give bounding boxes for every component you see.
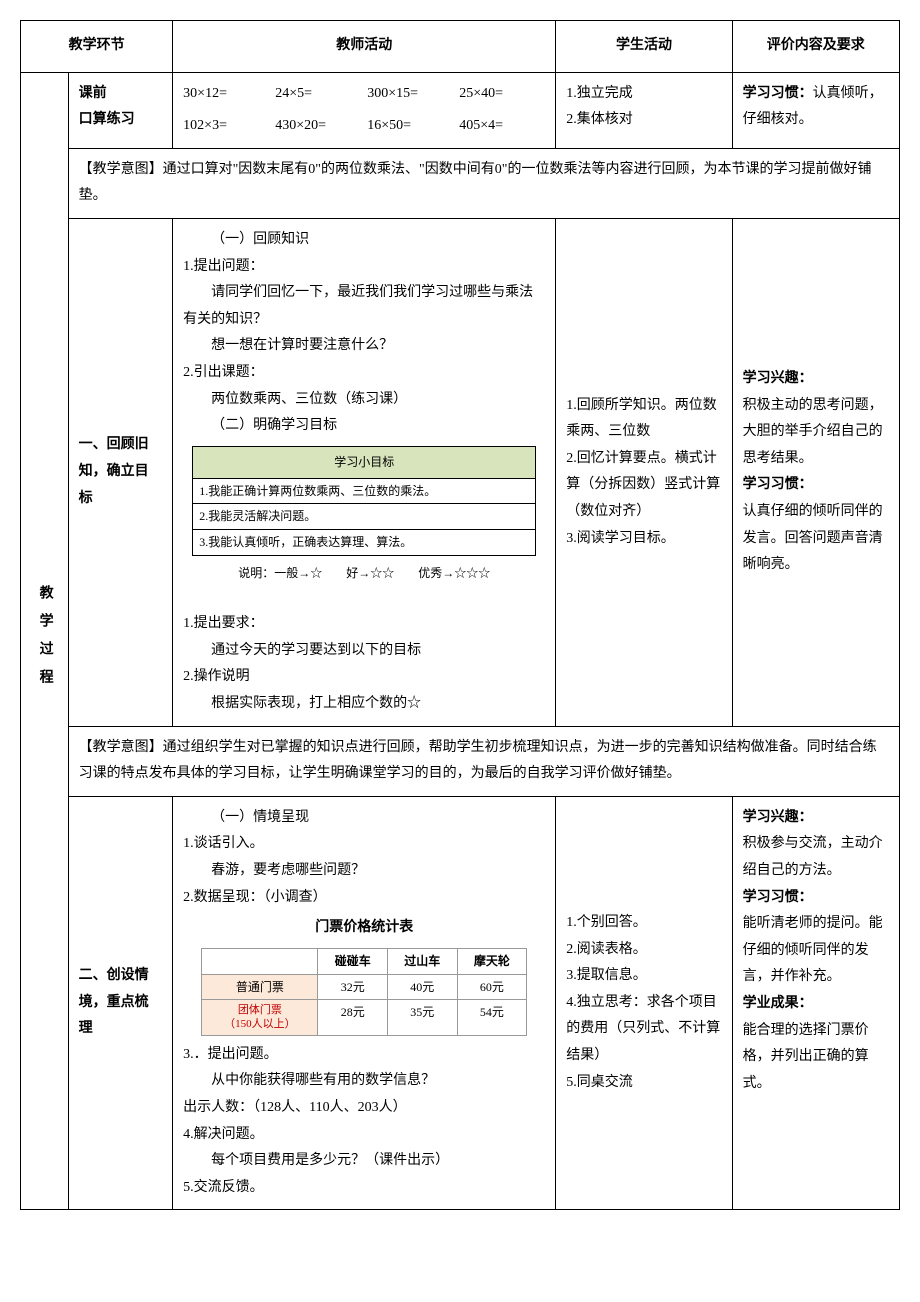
eq: 430×20=	[275, 113, 361, 140]
section1-eval: 学习兴趣： 积极主动的思考问题，大胆的举手介绍自己的思考结果。 学习习惯： 认真…	[732, 218, 899, 726]
section1-phase: 一、回顾旧知，确立目标	[68, 218, 173, 726]
header-row: 教学环节 教师活动 学生活动 评价内容及要求	[21, 21, 900, 73]
section1-teacher: （一）回顾知识 1.提出问题： 请同学们回忆一下，最近我们我们学习过哪些与乘法有…	[173, 218, 556, 726]
preclass-teacher: 30×12= 24×5= 300×15= 25×40= 102×3= 430×2…	[173, 72, 556, 148]
eq: 24×5=	[275, 81, 361, 108]
preclass-student: 1.独立完成 2.集体核对	[556, 72, 732, 148]
goal-table: 学习小目标 1.我能正确计算两位数乘两、三位数的乘法。 2.我能灵活解决问题。 …	[192, 446, 536, 556]
header-student: 学生活动	[556, 21, 732, 73]
eq: 405×4=	[459, 113, 545, 140]
price-table: 碰碰车 过山车 摩天轮 普通门票 32元 40元 60元 团体门票 （150人以…	[201, 948, 527, 1036]
section2-student: 1.个别回答。 2.阅读表格。 3.提取信息。 4.独立思考：求各个项目的费用（…	[556, 796, 732, 1210]
eq: 102×3=	[183, 113, 269, 140]
eq: 300×15=	[367, 81, 453, 108]
eq: 25×40=	[459, 81, 545, 108]
eq: 30×12=	[183, 81, 269, 108]
intent1-row: 【教学意图】通过口算对"因数末尾有0"的两位数乘法、"因数中间有0"的一位数乘法…	[21, 148, 900, 218]
header-eval: 评价内容及要求	[732, 21, 899, 73]
header-teacher: 教师活动	[173, 21, 556, 73]
side-label: 教学过程	[21, 72, 69, 1210]
section2-row: 二、创设情境，重点梳理 （一）情境呈现 1.谈话引入。 春游，要考虑哪些问题？ …	[21, 796, 900, 1210]
intent1: 【教学意图】通过口算对"因数末尾有0"的两位数乘法、"因数中间有0"的一位数乘法…	[68, 148, 899, 218]
section2-teacher: （一）情境呈现 1.谈话引入。 春游，要考虑哪些问题？ 2.数据呈现：（小调查）…	[173, 796, 556, 1210]
eq: 16×50=	[367, 113, 453, 140]
section2-eval: 学习兴趣： 积极参与交流，主动介绍自己的方法。 学习习惯： 能听清老师的提问。能…	[732, 796, 899, 1210]
section1-student: 1.回顾所学知识。两位数乘两、三位数 2.回忆计算要点。横式计算（分拆因数）竖式…	[556, 218, 732, 726]
section2-phase: 二、创设情境，重点梳理	[68, 796, 173, 1210]
price-title: 门票价格统计表	[183, 915, 545, 942]
star-note: 说明：一般→☆ 好→☆☆ 优秀→☆☆☆	[183, 562, 545, 585]
preclass-phase: 课前 口算练习	[68, 72, 173, 148]
equation-grid: 30×12= 24×5= 300×15= 25×40= 102×3= 430×2…	[183, 81, 545, 140]
section1-row: 一、回顾旧知，确立目标 （一）回顾知识 1.提出问题： 请同学们回忆一下，最近我…	[21, 218, 900, 726]
preclass-row: 教学过程 课前 口算练习 30×12= 24×5= 300×15= 25×40=…	[21, 72, 900, 148]
lesson-plan-table: 教学环节 教师活动 学生活动 评价内容及要求 教学过程 课前 口算练习 30×1…	[20, 20, 900, 1210]
header-phase: 教学环节	[21, 21, 173, 73]
preclass-eval: 学习习惯：认真倾听，仔细核对。	[732, 72, 899, 148]
intent2: 【教学意图】通过组织学生对已掌握的知识点进行回顾，帮助学生初步梳理知识点，为进一…	[68, 726, 899, 796]
intent2-row: 【教学意图】通过组织学生对已掌握的知识点进行回顾，帮助学生初步梳理知识点，为进一…	[21, 726, 900, 796]
